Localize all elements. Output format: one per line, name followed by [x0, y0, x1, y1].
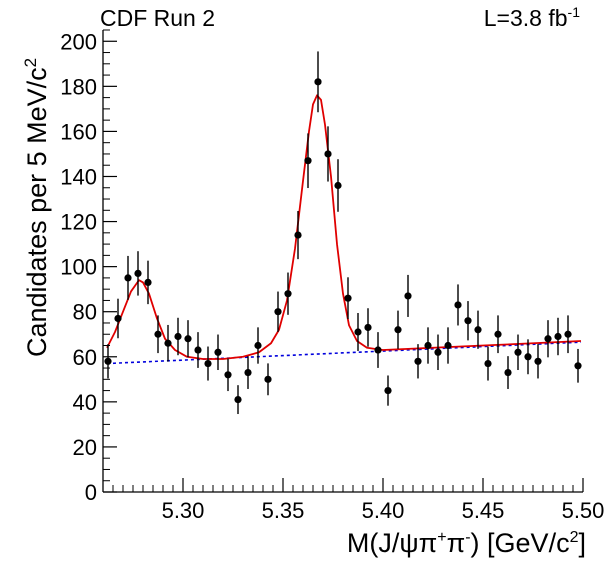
data-point	[134, 269, 142, 277]
data-point	[304, 157, 312, 165]
y-axis-title-sup: 2	[21, 58, 40, 67]
data-point	[114, 314, 122, 323]
data-point	[514, 348, 522, 356]
x-axis-title: M(J/ψπ+π-) [GeV/c2]	[347, 528, 586, 558]
data-point	[424, 341, 432, 350]
data-point	[234, 396, 242, 404]
x-tick-label: 5.35	[262, 498, 305, 523]
data-point	[574, 362, 582, 370]
data-point	[244, 368, 252, 377]
data-point	[174, 332, 182, 341]
x-axis-title-part-3: ) [GeV/c	[471, 528, 570, 558]
y-axis-title: Candidates per 5 MeV/c2	[21, 58, 52, 357]
data-point	[404, 292, 412, 300]
data-point	[454, 301, 462, 309]
data-point	[334, 181, 342, 190]
data-point	[324, 150, 332, 158]
y-tick-label: 20	[73, 435, 97, 460]
data-point	[374, 346, 382, 354]
y-tick-label: 40	[73, 390, 97, 415]
luminosity-label-sup: -1	[568, 4, 581, 20]
data-point	[204, 359, 212, 368]
x-tick-label: 5.50	[562, 498, 605, 523]
data-point	[164, 339, 172, 347]
data-point	[564, 330, 572, 338]
data-point	[534, 357, 542, 365]
y-tick-label: 180	[60, 74, 97, 99]
data-point	[544, 335, 552, 343]
data-point	[344, 294, 352, 302]
x-axis-title-sup-2: 2	[570, 529, 579, 546]
data-point	[124, 274, 132, 282]
data-point	[394, 326, 402, 334]
x-tick-label: 5.30	[162, 498, 205, 523]
x-axis-title-part-4: ]	[578, 528, 586, 558]
x-axis-title-sup-minus: -	[465, 529, 470, 546]
data-point	[274, 308, 282, 316]
data-point	[104, 357, 112, 365]
experiment-label: CDF Run 2	[100, 5, 215, 31]
data-point	[384, 386, 392, 395]
y-axis-title-main: Candidates per 5 MeV/c	[22, 67, 52, 357]
data-point	[154, 330, 162, 338]
y-tick-label: 80	[73, 300, 97, 325]
data-point	[414, 357, 422, 365]
data-point	[484, 359, 492, 368]
data-point	[434, 348, 442, 356]
data-point	[284, 290, 292, 298]
data-point	[504, 368, 512, 377]
data-point	[254, 341, 262, 350]
y-tick-label: 120	[60, 210, 97, 235]
y-tick-label: 60	[73, 345, 97, 370]
x-axis-title-part-2: π	[447, 528, 466, 558]
x-axis-title-sup-plus: +	[437, 529, 446, 546]
y-tick-label: 160	[60, 119, 97, 144]
x-tick-label: 5.45	[462, 498, 505, 523]
data-point	[314, 78, 322, 86]
data-point	[184, 335, 192, 343]
luminosity-label: L=3.8 fb-1	[484, 4, 580, 31]
data-point	[354, 328, 362, 336]
data-point	[524, 353, 532, 361]
data-point	[554, 332, 562, 341]
y-tick-label: 200	[60, 29, 97, 54]
data-point	[144, 278, 152, 287]
y-tick-label: 100	[60, 255, 97, 280]
data-point	[264, 375, 272, 383]
x-axis-title-part-1: M(J/ψπ	[347, 528, 437, 558]
background-fit-line	[106, 341, 582, 365]
data-point	[294, 231, 302, 239]
data-point	[444, 341, 452, 350]
y-tick-label: 0	[85, 480, 97, 505]
data-point	[224, 371, 232, 379]
data-point	[214, 348, 222, 356]
luminosity-label-main: L=3.8 fb	[484, 5, 568, 31]
data-point	[464, 317, 472, 325]
data-point	[194, 346, 202, 354]
data-point	[474, 326, 482, 334]
data-point	[364, 323, 372, 332]
y-tick-label: 140	[60, 164, 97, 189]
x-tick-label: 5.40	[362, 498, 405, 523]
data-point	[494, 330, 502, 338]
